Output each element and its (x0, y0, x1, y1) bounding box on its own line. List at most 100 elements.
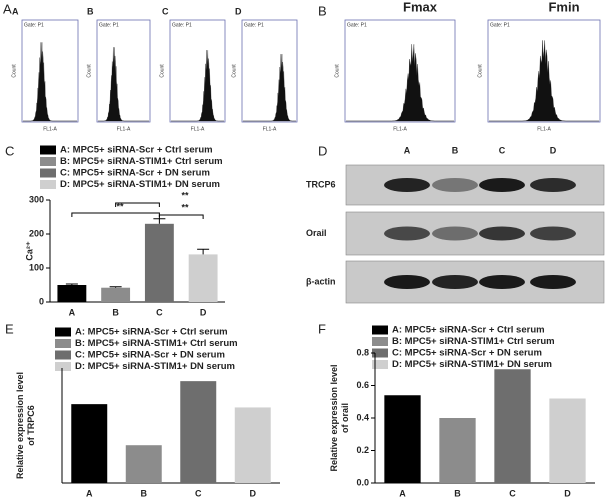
bar (144, 223, 174, 302)
x-tick-label: A (399, 488, 406, 498)
x-tick-label: D (250, 488, 257, 498)
bar (549, 398, 586, 483)
blot-band (432, 275, 478, 289)
legend-swatch (372, 325, 388, 335)
bar (180, 381, 217, 483)
y-tick-label: 100 (29, 262, 44, 272)
row-label: β-actin (306, 276, 336, 286)
legend-swatch (55, 350, 71, 360)
panel-label: A (3, 1, 12, 16)
x-tick-label: A (69, 307, 76, 317)
histogram-shape (171, 50, 224, 122)
y-tick-label: 300 (29, 194, 44, 204)
legend-swatch (55, 327, 71, 337)
y-axis-label: Relative expression level (329, 364, 339, 471)
significance-bracket (158, 214, 204, 219)
panel-label: F (318, 321, 326, 336)
blot-band (479, 178, 525, 192)
significance-label: ** (116, 201, 124, 211)
gate-label: Gate: P1 (99, 22, 119, 28)
x-tick-label: D (564, 488, 571, 498)
legend-label: B: MPC5+ siRNA-STIM1+ Ctrl serum (75, 338, 238, 349)
lane-label: C (499, 145, 506, 155)
error-bar (153, 218, 166, 224)
significance-bracket (115, 202, 160, 207)
bar (101, 287, 131, 302)
bar (439, 418, 476, 483)
plot-frame (241, 19, 298, 123)
legend-label: C: MPC5+ siRNA-Scr + DN serum (392, 348, 542, 359)
blot-band (432, 178, 478, 192)
x-tick-label: C (195, 488, 202, 498)
y-axis-label: Count (334, 64, 340, 78)
x-tick-label: A (86, 488, 93, 498)
histogram-shape (98, 47, 149, 122)
legend-swatch (372, 337, 388, 346)
gate-label: Gate: P1 (244, 22, 264, 28)
panel-label: C (5, 143, 14, 158)
y-axis-label: Count (159, 64, 165, 78)
blot-band (479, 226, 525, 241)
legend-label: C: MPC5+ siRNA-Scr + DN serum (60, 168, 210, 179)
y-axis-label: of orail (340, 403, 350, 433)
plot-label: C (162, 6, 169, 16)
y-tick-label: 0.0 (356, 477, 369, 487)
plot-frame (344, 19, 456, 123)
plot-label: A (12, 6, 19, 16)
x-tick-label: B (141, 488, 148, 498)
histogram-shape (346, 44, 454, 122)
legend-label: B: MPC5+ siRNA-STIM1+ Ctrl serum (392, 336, 555, 347)
plot-frame (96, 19, 151, 123)
plot-label: Fmax (403, 0, 438, 14)
legend-swatch (40, 168, 56, 178)
y-axis-label: Count (477, 64, 483, 78)
legend-label: D: MPC5+ siRNA-STIM1+ DN serum (392, 359, 552, 370)
blot-band (479, 275, 525, 289)
plot-frame (21, 19, 79, 123)
blot-band (432, 226, 478, 241)
x-tick-label: B (454, 488, 461, 498)
panel-label: D (318, 143, 327, 158)
bar (125, 445, 162, 483)
bar (57, 285, 87, 302)
x-axis-label: FL1-A (43, 126, 57, 132)
blot-band (384, 226, 430, 241)
bar (188, 254, 218, 302)
legend-swatch (55, 339, 71, 348)
bar (71, 404, 108, 483)
legend-swatch (372, 348, 388, 358)
legend-swatch (40, 145, 56, 155)
significance-label: ** (181, 190, 189, 200)
legend-swatch (55, 362, 71, 371)
plot-label: Fmin (548, 0, 579, 14)
y-tick-label: 200 (29, 228, 44, 238)
plot-label: D (235, 6, 242, 16)
panel-label: E (5, 321, 14, 336)
blot-band (530, 178, 576, 192)
error-bar (197, 248, 210, 255)
legend-label: A: MPC5+ siRNA-Scr + Ctrl serum (75, 327, 228, 338)
error-bar (65, 283, 78, 285)
y-tick-label: 0.4 (356, 412, 369, 422)
row-label: Orail (306, 228, 327, 238)
x-tick-label: C (156, 307, 163, 317)
x-axis-label: FL1-A (393, 126, 407, 132)
blot-band (384, 275, 430, 289)
plot-frame (487, 19, 601, 123)
lane-label: D (550, 145, 557, 155)
legend-swatch (40, 180, 56, 189)
y-tick-label: 0.6 (356, 380, 369, 390)
x-tick-label: B (112, 307, 119, 317)
gate-label: Gate: P1 (24, 22, 44, 28)
blot-band (530, 226, 576, 241)
y-axis-label: Count (11, 64, 17, 78)
bar (384, 395, 421, 483)
x-tick-label: C (509, 488, 516, 498)
blot-band (530, 275, 576, 289)
lane-label: A (404, 145, 411, 155)
legend-label: D: MPC5+ siRNA-STIM1+ DN serum (75, 361, 235, 372)
significance-bracket (71, 212, 160, 217)
x-tick-label: D (200, 307, 207, 317)
y-tick-label: 0.8 (356, 347, 369, 357)
significance-label: ** (181, 202, 189, 212)
